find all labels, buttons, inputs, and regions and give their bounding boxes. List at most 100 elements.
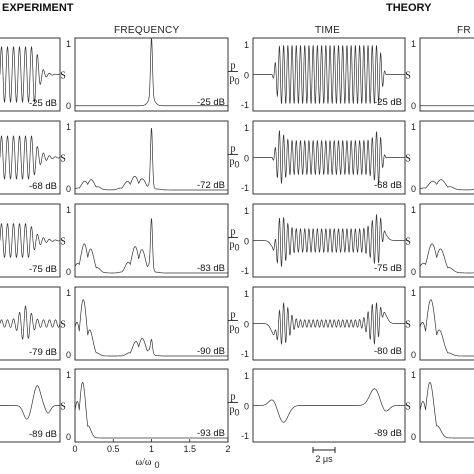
y-tick-label: 1 bbox=[244, 40, 249, 50]
panel-frame bbox=[419, 203, 474, 278]
time-trace bbox=[253, 388, 405, 423]
y-tick-label: 0 bbox=[244, 237, 249, 247]
y-tick-label: 0 bbox=[244, 402, 249, 412]
y-tick-label: -1 bbox=[241, 100, 249, 110]
y-tick-label: 0 bbox=[66, 101, 71, 111]
y-tick-label: 1 bbox=[66, 370, 71, 380]
y-tick-label: 1 bbox=[66, 288, 71, 298]
time-trace bbox=[0, 305, 61, 340]
y-tick-label: 0 bbox=[411, 184, 416, 194]
db-label: -93 dB bbox=[197, 428, 225, 439]
time-trace bbox=[253, 213, 405, 268]
time-trace bbox=[0, 385, 60, 420]
db-label: -25 dB bbox=[374, 97, 402, 108]
panel-experiment-frequency: 1 0 S -93 dB bbox=[60, 368, 229, 443]
y-axis-label: S bbox=[60, 71, 66, 82]
spectrum-trace bbox=[75, 38, 228, 107]
db-label: -79 dB bbox=[29, 347, 57, 358]
y-tick-label: 0 bbox=[244, 320, 249, 330]
x-axis-label: ω/ω bbox=[136, 457, 152, 468]
panel-frame bbox=[74, 368, 229, 443]
y-axis-label: S bbox=[405, 154, 411, 165]
db-label: -83 dB bbox=[197, 263, 225, 274]
panel-experiment-frequency: 1 0 S -83 dB bbox=[60, 203, 229, 278]
y-tick-label: -1 bbox=[241, 183, 249, 193]
db-label: -68 dB bbox=[29, 181, 57, 192]
y-tick-label: 1 bbox=[244, 371, 249, 381]
y-tick-label: 1 bbox=[66, 39, 71, 49]
y-axis-label: S bbox=[405, 402, 411, 413]
x-tick-label: 1.5 bbox=[183, 444, 196, 454]
spectrum-trace bbox=[74, 382, 228, 439]
y-axis-label-subscript: 0 bbox=[234, 243, 239, 253]
y-axis-label-numerator: p bbox=[231, 144, 236, 155]
db-label: -75 dB bbox=[29, 264, 57, 275]
db-label: -25 dB bbox=[197, 97, 225, 108]
y-tick-label: 0 bbox=[411, 432, 416, 442]
y-axis-label-denominator: p bbox=[230, 74, 235, 85]
db-label: -25 dB bbox=[29, 98, 57, 109]
y-tick-label: 0 bbox=[66, 267, 71, 277]
bottom-axes: 0 0.5 1 1.5 2ω/ω 02 μs bbox=[72, 439, 336, 470]
y-axis-label-numerator: p bbox=[231, 310, 236, 321]
y-axis-label: S bbox=[405, 237, 411, 248]
y-tick-label: 1 bbox=[411, 370, 416, 380]
time-trace bbox=[0, 223, 61, 258]
panel-theory-time: 10-1pp 0-25 dB bbox=[228, 37, 406, 112]
db-label: -72 dB bbox=[197, 180, 225, 191]
y-axis-label-denominator: p bbox=[230, 240, 235, 251]
panel-experiment-frequency: 1 0 S -72 dB bbox=[60, 120, 229, 195]
spectrum-trace bbox=[419, 243, 474, 274]
panel-theory-frequency: 1 0 S bbox=[405, 368, 474, 443]
theory-header: THEORY bbox=[386, 2, 432, 14]
spectrum-trace bbox=[419, 179, 474, 191]
y-tick-label: 1 bbox=[244, 206, 249, 216]
y-tick-label: 0 bbox=[66, 432, 71, 442]
y-tick-label: 0 bbox=[244, 71, 249, 81]
y-axis-label-numerator: p bbox=[231, 227, 236, 238]
spectrum-trace bbox=[74, 299, 228, 357]
time-column-header: TIME bbox=[315, 25, 340, 36]
y-axis-label-subscript: 0 bbox=[234, 326, 239, 336]
panel-theory-frequency: 1 0 S bbox=[405, 37, 474, 112]
panel-frame bbox=[74, 37, 229, 112]
spectrum-trace bbox=[419, 299, 474, 357]
experiment-header: EXPERIMENT bbox=[2, 2, 74, 14]
frequency-column-header: FREQUENCY bbox=[114, 25, 180, 36]
panel-theory-frequency: 1 0 S bbox=[405, 286, 474, 361]
panel-frame bbox=[74, 286, 229, 361]
time-trace bbox=[253, 130, 405, 185]
y-axis-label-denominator: p bbox=[230, 157, 235, 168]
y-axis-label: S bbox=[405, 71, 411, 82]
y-tick-label: -1 bbox=[241, 349, 249, 359]
y-tick-label: 1 bbox=[411, 39, 416, 49]
y-axis-label-numerator: p bbox=[231, 392, 236, 403]
theory-frequency-column-header: FR bbox=[457, 25, 471, 36]
panel-frame bbox=[74, 203, 229, 278]
y-axis-label-subscript: 0 bbox=[234, 77, 239, 87]
db-label: -89 dB bbox=[29, 429, 57, 440]
panel-theory-frequency: 1 0 S bbox=[405, 120, 474, 195]
x-tick-label: 0.5 bbox=[107, 444, 120, 454]
y-tick-label: 1 bbox=[411, 205, 416, 215]
db-label: -80 dB bbox=[374, 346, 402, 357]
panel-frame bbox=[74, 120, 229, 195]
y-axis-label: S bbox=[60, 154, 66, 165]
spectrum-trace bbox=[74, 127, 228, 191]
y-tick-label: 1 bbox=[244, 289, 249, 299]
y-tick-label: -1 bbox=[241, 266, 249, 276]
panel-experiment-time: -68 dB bbox=[0, 120, 61, 195]
panel-theory-time: 10-1pp 0-75 dB bbox=[228, 203, 406, 278]
y-tick-label: 0 bbox=[411, 350, 416, 360]
x-tick-label: 0 bbox=[72, 444, 77, 454]
y-tick-label: 0 bbox=[66, 184, 71, 194]
y-axis-label-denominator: p bbox=[230, 405, 235, 416]
y-tick-label: -1 bbox=[241, 431, 249, 441]
panel-experiment-time: -75 dB bbox=[0, 203, 61, 278]
y-tick-label: 1 bbox=[244, 123, 249, 133]
panel-theory-frequency: 1 0 S bbox=[405, 203, 474, 278]
panel-theory-time: 10-1pp 0-68 dB bbox=[228, 120, 406, 195]
y-axis-label: S bbox=[60, 237, 66, 248]
